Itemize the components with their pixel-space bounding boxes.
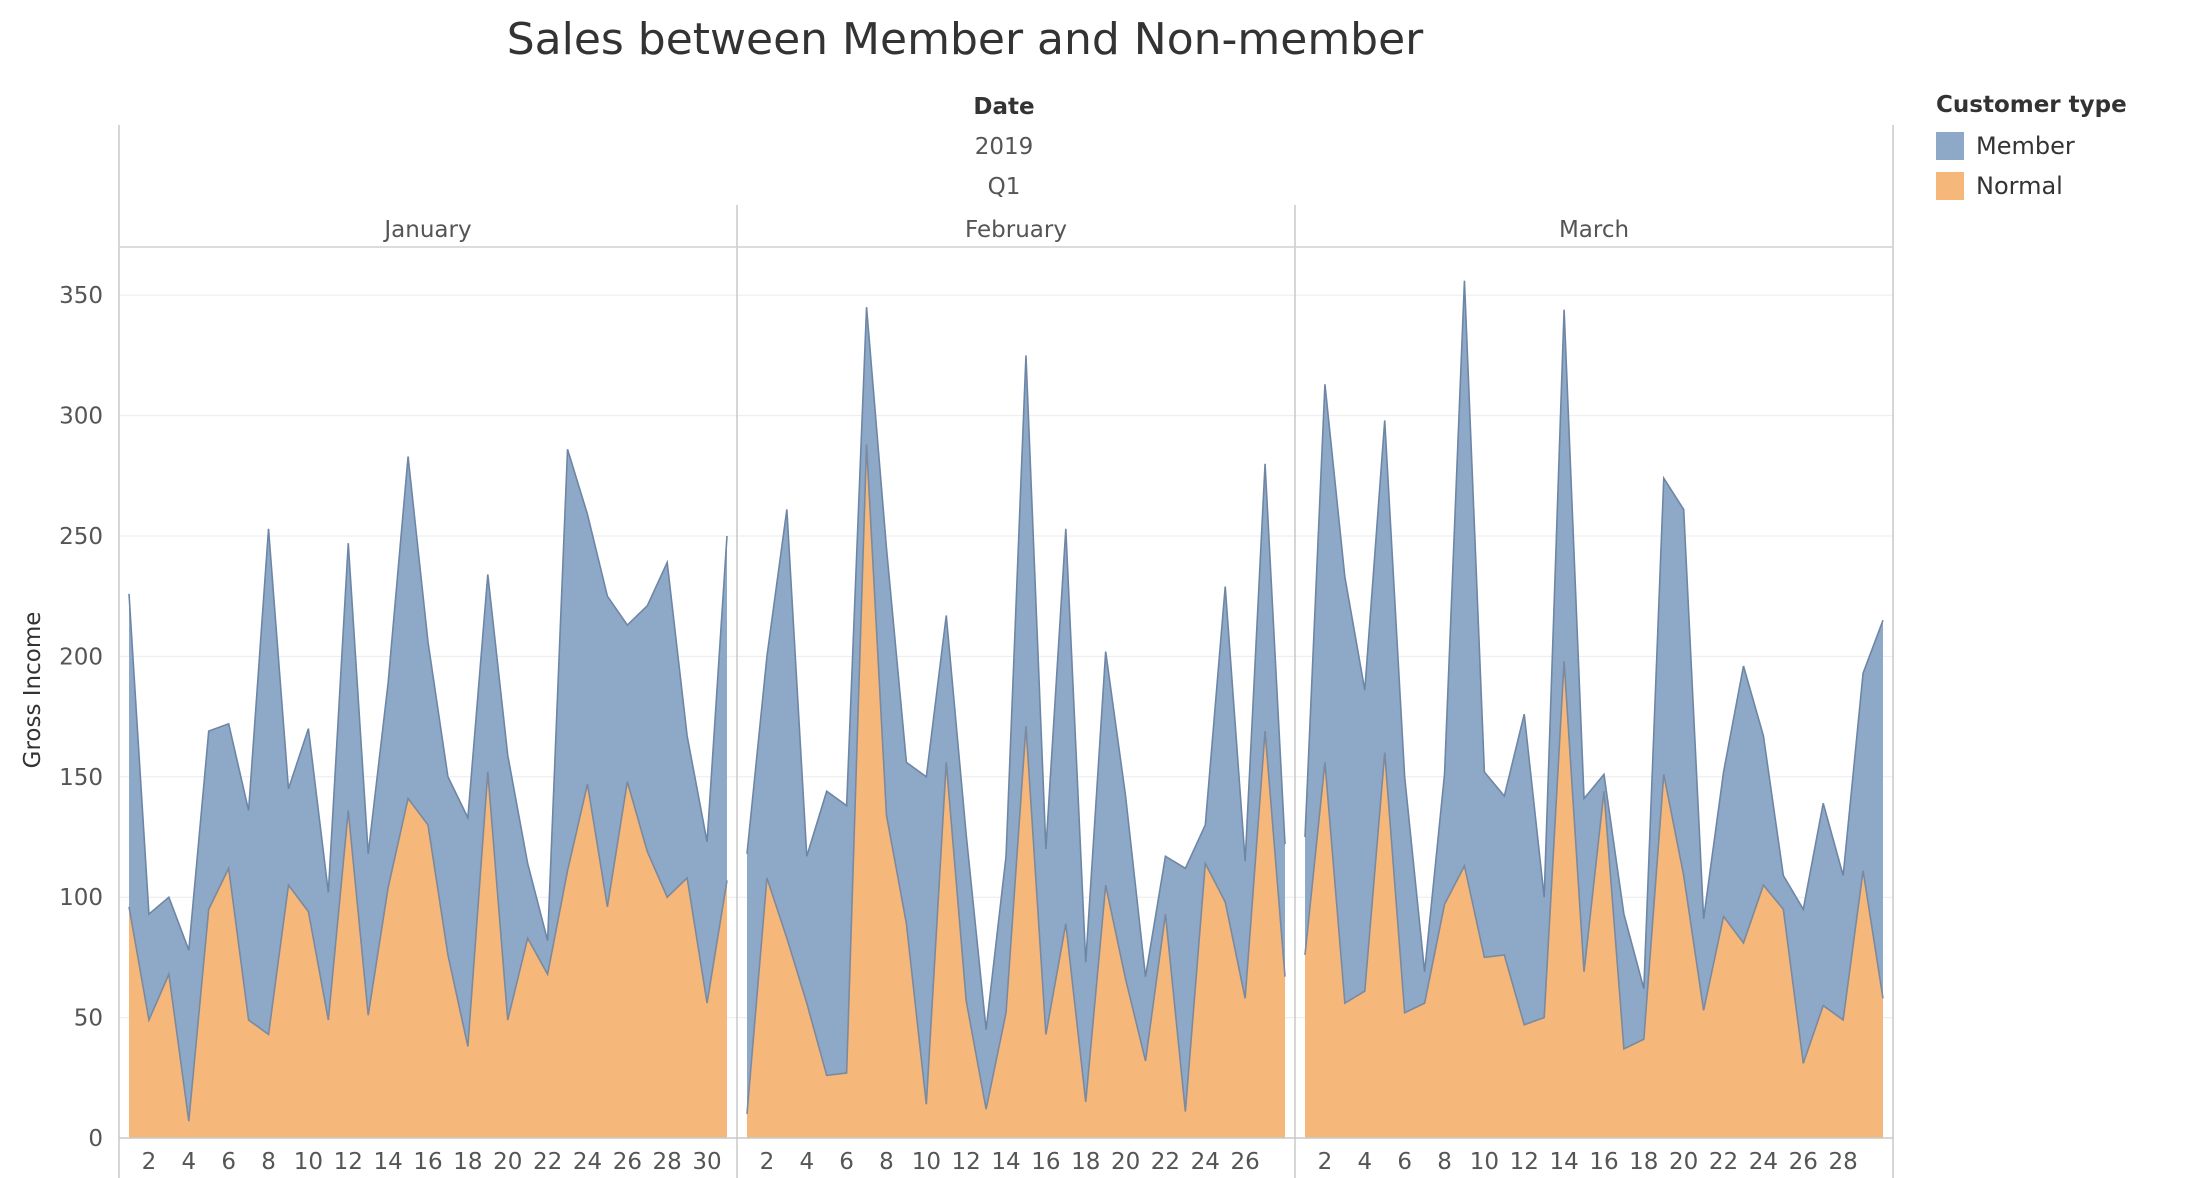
x-tick-label-january-8: 8 [261,1149,276,1175]
x-tick-label-march-2: 2 [1318,1149,1333,1175]
x-tick-label-february-6: 6 [839,1149,854,1175]
x-tick-label-february-4: 4 [799,1149,814,1175]
x-tick-label-march-10: 10 [1470,1149,1499,1175]
x-tick-label-january-20: 20 [493,1149,522,1175]
line-member-march [1304,280,1884,989]
x-tick-label-march-18: 18 [1629,1149,1658,1175]
area-series [128,280,1884,1139]
y-tick-label-100: 100 [59,885,103,911]
x-tick-label-january-22: 22 [533,1149,562,1175]
x-tick-label-march-26: 26 [1789,1149,1818,1175]
line-member-february [746,307,1286,1030]
line-member-january [128,449,728,951]
x-tick-label-january-30: 30 [692,1149,721,1175]
x-tick-label-january-2: 2 [142,1149,157,1175]
x-tick-label-january-18: 18 [453,1149,482,1175]
line-normal-january [128,771,728,1122]
x-tick-label-march-8: 8 [1437,1149,1452,1175]
y-tick-label-250: 250 [59,524,103,550]
x-tick-label-february-8: 8 [879,1149,894,1175]
area-normal-january[interactable] [129,771,727,1138]
x-tick-label-february-22: 22 [1151,1149,1180,1175]
x-tick-label-january-16: 16 [413,1149,442,1175]
x-tick-label-january-4: 4 [181,1149,196,1175]
line-normal-february [746,444,1286,1114]
x-tick-label-january-26: 26 [613,1149,642,1175]
x-tick-label-march-24: 24 [1749,1149,1778,1175]
x-tick-label-february-12: 12 [952,1149,981,1175]
x-tick-label-january-6: 6 [221,1149,236,1175]
month-header-february: February [965,217,1067,243]
legend-label-normal: Normal [1976,172,2063,200]
month-header-january: January [382,217,471,243]
x-tick-label-march-16: 16 [1589,1149,1618,1175]
y-tick-label-350: 350 [59,283,103,309]
x-tick-label-january-12: 12 [334,1149,363,1175]
legend-item-member[interactable]: Member [1936,126,2127,166]
x-tick-label-february-26: 26 [1231,1149,1260,1175]
y-tick-label-0: 0 [88,1126,103,1152]
area-member-january[interactable] [129,449,727,1122]
x-tick-label-january-24: 24 [573,1149,602,1175]
line-normal-march [1304,661,1884,1064]
legend-title: Customer type [1936,92,2127,118]
x-tick-label-january-10: 10 [294,1149,323,1175]
month-header-march: March [1559,217,1629,243]
area-normal-march[interactable] [1305,661,1883,1138]
x-tick-label-march-28: 28 [1828,1149,1857,1175]
y-tick-label-200: 200 [59,644,103,670]
x-tick-label-february-20: 20 [1111,1149,1140,1175]
x-tick-label-february-10: 10 [912,1149,941,1175]
x-tick-label-february-2: 2 [760,1149,775,1175]
area-member-march[interactable] [1305,280,1883,1064]
y-tick-label-50: 50 [74,1006,103,1032]
panel-frame [118,125,1894,1178]
x-tick-label-march-22: 22 [1709,1149,1738,1175]
legend: Customer type Member Normal [1936,92,2127,206]
x-tick-label-march-6: 6 [1397,1149,1412,1175]
header-field-label: Date [973,94,1034,120]
x-tick-label-march-4: 4 [1357,1149,1372,1175]
x-tick-label-march-20: 20 [1669,1149,1698,1175]
x-tick-label-february-14: 14 [991,1149,1020,1175]
y-tick-label-300: 300 [59,404,103,430]
legend-swatch-member [1936,132,1964,160]
legend-item-normal[interactable]: Normal [1936,166,2127,206]
header-quarter-label: Q1 [988,174,1021,200]
x-tick-label-march-12: 12 [1510,1149,1539,1175]
x-tick-label-march-14: 14 [1549,1149,1578,1175]
header-year-label: 2019 [975,134,1034,160]
chart-title: Sales between Member and Non-member [506,14,1424,65]
y-axis-label: Gross Income [20,612,46,769]
x-tick-label-february-18: 18 [1071,1149,1100,1175]
legend-label-member: Member [1976,132,2075,160]
x-tick-label-january-14: 14 [373,1149,402,1175]
x-tick-label-february-16: 16 [1031,1149,1060,1175]
area-member-february[interactable] [747,307,1285,1114]
y-tick-label-150: 150 [59,765,103,791]
legend-swatch-normal [1936,172,1964,200]
x-tick-label-february-24: 24 [1191,1149,1220,1175]
area-normal-february[interactable] [747,444,1285,1139]
x-tick-label-january-28: 28 [653,1149,682,1175]
